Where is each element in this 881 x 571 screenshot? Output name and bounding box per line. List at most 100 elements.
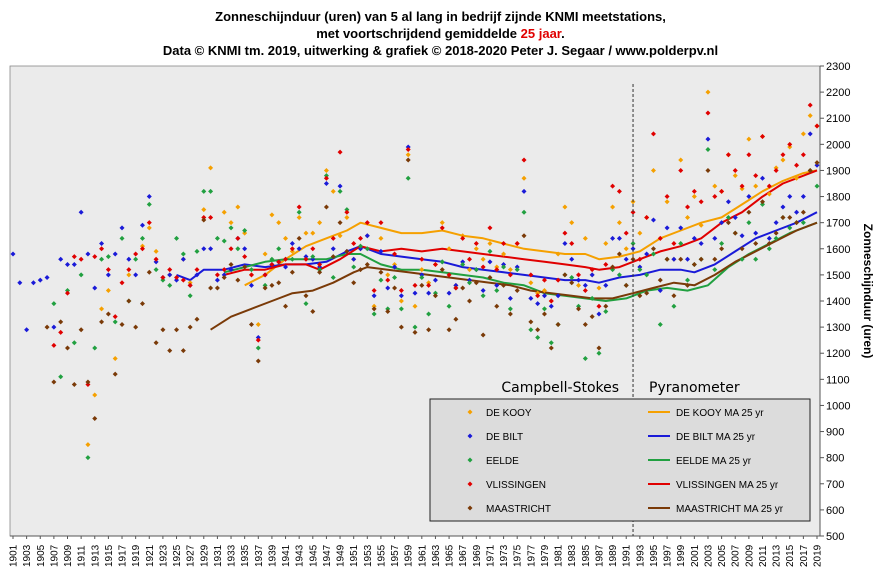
point-eelde [712, 267, 718, 273]
point-de-bilt [453, 282, 459, 288]
point-eelde [248, 267, 254, 273]
point-de-bilt [725, 199, 731, 205]
x-tick-label: 2019 [813, 544, 824, 567]
point-vlissingen [623, 230, 629, 236]
point-maastricht [412, 329, 418, 335]
point-maastricht [208, 285, 214, 291]
point-de-bilt [337, 183, 343, 189]
point-de-kooy [794, 175, 800, 181]
point-vlissingen [174, 275, 180, 280]
point-de-kooy [344, 214, 350, 220]
point-maastricht [753, 241, 759, 247]
point-de-kooy [487, 241, 493, 247]
point-maastricht [398, 324, 404, 330]
point-eelde [419, 275, 425, 280]
point-eelde [644, 272, 650, 278]
x-tick-label: 1931 [213, 544, 224, 567]
point-maastricht [473, 280, 479, 286]
point-de-bilt [460, 259, 466, 265]
x-tick-label: 2007 [731, 544, 742, 567]
point-vlissingen [167, 267, 173, 273]
point-vlissingen [296, 204, 302, 210]
point-vlissingen [99, 246, 105, 252]
point-vlissingen [787, 141, 793, 147]
x-tick-label: 1983 [567, 544, 578, 567]
point-de-kooy [698, 222, 704, 228]
y-tick-label: 1000 [826, 400, 850, 412]
line-maastricht-ma-25-yr [210, 221, 818, 331]
point-de-kooy [99, 306, 105, 312]
point-de-bilt [487, 259, 493, 265]
point-de-bilt [787, 194, 793, 200]
point-vlissingen [521, 157, 527, 163]
point-de-bilt [119, 225, 125, 231]
line-de-bilt-ma-25-yr [176, 211, 818, 284]
point-vlissingen [262, 272, 268, 278]
point-de-kooy [255, 322, 261, 327]
point-maastricht [276, 280, 282, 286]
point-vlissingen [323, 175, 329, 181]
point-de-kooy [378, 235, 384, 241]
x-tick-label: 1979 [540, 544, 551, 567]
point-eelde [637, 267, 643, 273]
point-maastricht [187, 324, 193, 330]
point-de-kooy [787, 144, 793, 150]
point-maastricht [507, 311, 513, 317]
point-de-kooy [289, 248, 295, 254]
point-de-bilt [759, 175, 765, 181]
point-de-bilt [317, 264, 323, 270]
point-maastricht [766, 241, 772, 247]
point-de-bilt [521, 188, 527, 194]
point-vlissingen [794, 162, 800, 168]
point-eelde [78, 272, 84, 278]
point-eelde [473, 267, 479, 273]
point-maastricht [262, 285, 268, 291]
point-eelde [269, 256, 275, 262]
x-tick-label: 1997 [663, 544, 674, 567]
point-vlissingen [698, 199, 704, 205]
y-tick-label: 1400 [826, 296, 850, 308]
point-maastricht [494, 303, 500, 309]
point-maastricht [644, 290, 650, 296]
y-tick-label: 600 [826, 505, 844, 517]
legend-marker-eelde [467, 457, 473, 463]
point-de-bilt [698, 241, 704, 247]
point-eelde [753, 256, 759, 262]
point-eelde [65, 288, 71, 294]
point-de-bilt [589, 272, 595, 278]
point-eelde [616, 272, 622, 278]
point-eelde [814, 183, 820, 189]
legend-marker-maastricht [467, 505, 473, 511]
point-maastricht [725, 220, 731, 226]
point-de-kooy [739, 186, 745, 192]
point-eelde [180, 251, 186, 257]
point-de-kooy [576, 282, 582, 288]
point-de-bilt [712, 235, 718, 241]
point-eelde [51, 301, 57, 307]
point-vlissingen [310, 246, 316, 252]
point-de-bilt [30, 280, 36, 286]
point-maastricht [283, 303, 289, 309]
point-vlissingen [180, 277, 186, 283]
point-de-kooy [208, 165, 214, 171]
point-vlissingen [133, 251, 139, 257]
line-eelde-ma-25-yr [223, 221, 818, 302]
point-eelde [678, 241, 684, 247]
point-de-kooy [139, 243, 145, 249]
point-vlissingen [569, 241, 575, 247]
point-vlissingen [283, 256, 289, 262]
point-eelde [174, 235, 180, 241]
point-de-bilt [310, 256, 316, 262]
y-tick-label: 2000 [826, 139, 850, 151]
point-de-bilt [814, 162, 820, 168]
point-vlissingen [412, 282, 418, 288]
point-maastricht [603, 303, 609, 309]
point-eelde [242, 228, 248, 233]
point-eelde [412, 324, 418, 330]
point-de-bilt [51, 324, 57, 330]
point-de-bilt [357, 246, 363, 252]
point-de-bilt [194, 272, 200, 278]
point-de-bilt [92, 285, 98, 291]
point-eelde [541, 306, 547, 312]
point-de-kooy [392, 261, 398, 267]
